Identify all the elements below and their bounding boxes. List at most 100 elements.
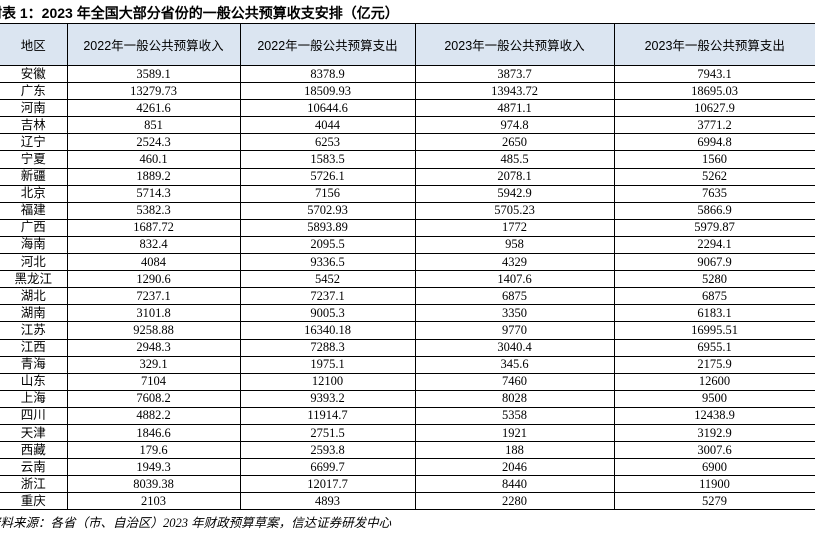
header-row: 地区 2022年一般公共预算收入 2022年一般公共预算支出 2023年一般公共预算收… [0,23,815,66]
value-cell: 8039.38 [66,475,241,494]
table-row: 河北 4084 9336.5 4329 9067.9 [0,253,815,272]
value-cell: 8440 [414,475,615,494]
value-cell: 1407.6 [414,270,615,289]
value-cell: 5382.3 [66,201,241,220]
region-cell: 吉林 [0,116,68,135]
region-cell: 天津 [0,423,68,443]
value-cell: 5726.1 [239,167,416,186]
value-cell: 851 [66,116,241,135]
region-cell: 广西 [0,218,68,237]
value-cell: 6900 [613,458,815,477]
value-cell: 4329 [414,253,615,272]
table-row: 广东 13279.73 18509.93 13943.72 18695.03 [0,82,815,101]
value-cell: 5262 [613,167,815,186]
value-cell: 10627.9 [613,99,815,118]
table-row: 天津 1846.6 2751.5 1921 3192.9 [0,423,815,443]
value-cell: 958 [414,235,615,255]
value-cell: 7156 [239,184,416,203]
table-body: 安徽 3589.1 8378.9 3873.7 7943.1 广东 13279.73 1850… [0,64,815,511]
column-header: 2023年一般公共预算收入 [414,23,614,66]
region-cell: 江西 [0,338,68,357]
table-row: 北京 5714.3 7156 5942.9 7635 [0,184,815,203]
value-cell: 345.6 [414,355,615,374]
table-row: 河南 4261.6 10644.6 4871.1 10627.9 [0,99,815,118]
value-cell: 2103 [66,492,241,511]
region-cell: 重庆 [0,492,68,511]
value-cell: 1921 [414,423,615,443]
region-cell: 新疆 [0,167,68,186]
value-cell: 2280 [414,492,615,511]
value-cell: 1583.5 [239,150,416,169]
value-cell: 1846.6 [66,423,241,443]
value-cell: 2175.9 [613,355,815,374]
value-cell: 2095.5 [239,235,416,255]
value-cell: 832.4 [66,235,241,255]
value-cell: 5280 [613,270,815,289]
region-cell: 黑龙江 [0,270,68,289]
region-cell: 河北 [0,253,68,272]
region-cell: 四川 [0,406,68,425]
value-cell: 2948.3 [66,338,241,357]
value-cell: 1687.72 [66,218,241,237]
value-cell: 1889.2 [66,167,241,186]
value-cell: 9005.3 [239,304,416,323]
value-cell: 4084 [66,253,241,272]
value-cell: 5358 [414,406,615,425]
value-cell: 2593.8 [239,441,416,460]
value-cell: 9067.9 [613,253,815,272]
value-cell: 18509.93 [239,82,416,101]
value-cell: 974.8 [414,116,615,135]
value-cell: 6955.1 [613,338,815,357]
value-cell: 5979.87 [613,218,815,237]
value-cell: 2751.5 [239,423,416,443]
value-cell: 11900 [613,475,815,494]
value-cell: 1772 [414,218,615,237]
value-cell: 3350 [414,304,615,323]
value-cell: 13279.73 [66,82,241,101]
table-row: 上海 7608.2 9393.2 8028 9500 [0,389,815,408]
value-cell: 6875 [414,287,615,306]
value-cell: 13943.72 [414,82,615,101]
value-cell: 3771.2 [613,116,815,135]
value-cell: 2650 [414,133,615,152]
table-row: 新疆 1889.2 5726.1 2078.1 5262 [0,167,815,186]
value-cell: 5279 [613,492,815,511]
value-cell: 2078.1 [414,167,615,186]
table-row: 江西 2948.3 7288.3 3040.4 6955.1 [0,338,815,357]
value-cell: 1975.1 [239,355,416,374]
value-cell: 7104 [66,372,241,391]
value-cell: 4261.6 [66,99,241,118]
value-cell: 188 [414,441,615,460]
table-row: 宁夏 460.1 1583.5 485.5 1560 [0,150,815,169]
value-cell: 7943.1 [613,64,815,84]
value-cell: 12600 [613,372,815,391]
table-row: 安徽 3589.1 8378.9 3873.7 7943.1 [0,64,815,84]
budget-table: 地区 2022年一般公共预算收入 2022年一般公共预算支出 2023年一般公共预算收… [0,23,815,511]
value-cell: 7608.2 [66,389,241,408]
value-cell: 2294.1 [613,235,815,255]
value-cell: 3101.8 [66,304,241,323]
region-cell: 宁夏 [0,150,68,169]
value-cell: 6183.1 [613,304,815,323]
value-cell: 9500 [613,389,815,408]
region-cell: 山东 [0,372,68,391]
region-cell: 福建 [0,201,68,220]
table-row: 海南 832.4 2095.5 958 2294.1 [0,235,815,255]
region-cell: 北京 [0,184,68,203]
value-cell: 179.6 [66,441,241,460]
value-cell: 3873.7 [414,64,615,84]
value-cell: 1949.3 [66,458,241,477]
table-row: 四川 4882.2 11914.7 5358 12438.9 [0,406,815,425]
table-row: 辽宁 2524.3 6253 2650 6994.8 [0,133,815,152]
table-row: 江苏 9258.88 16340.18 9770 16995.51 [0,321,815,340]
region-cell: 浙江 [0,475,68,494]
column-header: 2022年一般公共预算支出 [239,23,415,66]
region-cell: 辽宁 [0,133,68,152]
value-cell: 4882.2 [66,406,241,425]
table-row: 黑龙江 1290.6 5452 1407.6 5280 [0,270,815,289]
value-cell: 9770 [414,321,615,340]
table-row: 青海 329.1 1975.1 345.6 2175.9 [0,355,815,374]
value-cell: 6875 [613,287,815,306]
value-cell: 5705.23 [414,201,615,220]
